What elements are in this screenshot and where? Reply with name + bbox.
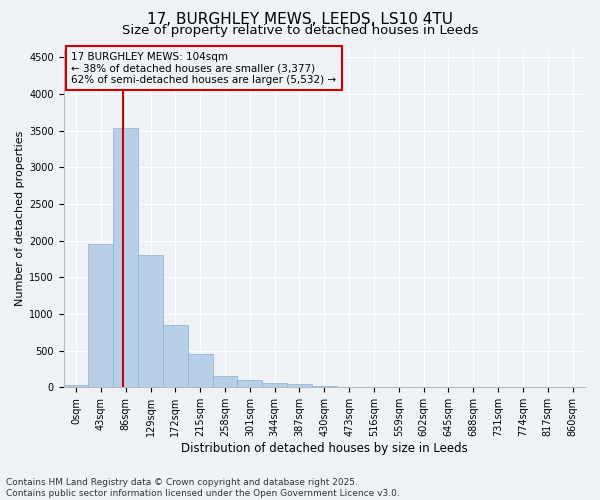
Bar: [163, 324, 188, 388]
Bar: [262, 382, 287, 388]
Bar: [212, 376, 238, 388]
Bar: [188, 354, 212, 388]
Bar: [88, 244, 113, 388]
Y-axis label: Number of detached properties: Number of detached properties: [15, 131, 25, 306]
Bar: [113, 128, 138, 388]
Text: 17, BURGHLEY MEWS, LEEDS, LS10 4TU: 17, BURGHLEY MEWS, LEEDS, LS10 4TU: [147, 12, 453, 28]
Text: 17 BURGHLEY MEWS: 104sqm
← 38% of detached houses are smaller (3,377)
62% of sem: 17 BURGHLEY MEWS: 104sqm ← 38% of detach…: [71, 52, 337, 85]
Text: Size of property relative to detached houses in Leeds: Size of property relative to detached ho…: [122, 24, 478, 37]
Bar: [287, 384, 312, 388]
X-axis label: Distribution of detached houses by size in Leeds: Distribution of detached houses by size …: [181, 442, 467, 455]
Text: Contains HM Land Registry data © Crown copyright and database right 2025.
Contai: Contains HM Land Registry data © Crown c…: [6, 478, 400, 498]
Bar: [238, 380, 262, 388]
Bar: [138, 254, 163, 388]
Bar: [312, 386, 337, 388]
Bar: [64, 385, 88, 388]
